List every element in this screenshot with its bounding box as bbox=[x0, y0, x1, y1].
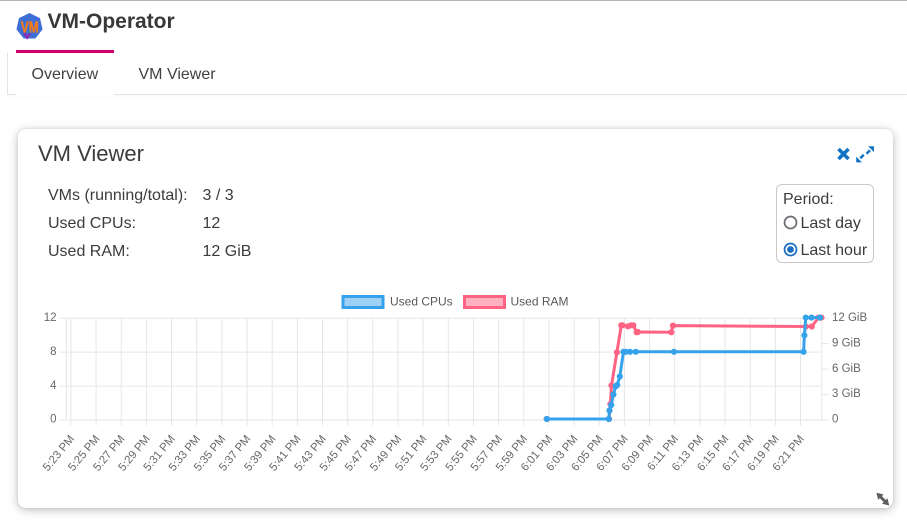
svg-text:12: 12 bbox=[44, 312, 57, 324]
svg-text:0: 0 bbox=[50, 414, 56, 426]
svg-text:VM: VM bbox=[20, 19, 38, 36]
svg-text:12 GiB: 12 GiB bbox=[832, 312, 867, 324]
svg-text:8: 8 bbox=[50, 346, 56, 358]
svg-text:Used RAM: Used RAM bbox=[511, 295, 569, 309]
svg-text:6 GiB: 6 GiB bbox=[832, 363, 861, 375]
svg-text:0: 0 bbox=[832, 414, 838, 426]
svg-text:Used CPUs: Used CPUs bbox=[390, 295, 453, 309]
svg-text:4: 4 bbox=[50, 380, 57, 392]
svg-text:3 GiB: 3 GiB bbox=[832, 388, 861, 400]
svg-text:9 GiB: 9 GiB bbox=[832, 337, 861, 349]
